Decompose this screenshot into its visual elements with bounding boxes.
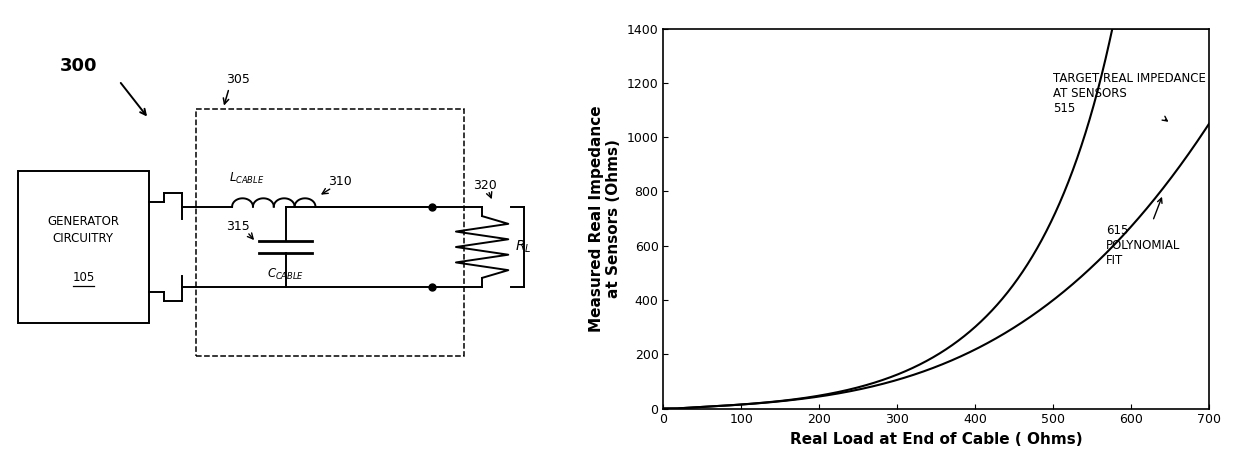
Text: 310: 310	[329, 175, 352, 188]
Text: 305: 305	[226, 73, 250, 86]
Text: GENERATOR
CIRCUITRY: GENERATOR CIRCUITRY	[47, 215, 119, 246]
Text: 320: 320	[474, 179, 497, 191]
Text: $L_{CABLE}$: $L_{CABLE}$	[229, 171, 264, 186]
Text: 315: 315	[226, 220, 250, 233]
Bar	[196, 109, 464, 356]
Y-axis label: Measured Real Impedance
at Sensors (Ohms): Measured Real Impedance at Sensors (Ohms…	[589, 105, 621, 332]
Bar	[17, 171, 149, 323]
Text: $R_L$: $R_L$	[516, 239, 532, 255]
Text: TARGET REAL IMPEDANCE
AT SENSORS
515: TARGET REAL IMPEDANCE AT SENSORS 515	[1053, 72, 1207, 121]
Text: 615
POLYNOMIAL
FIT: 615 POLYNOMIAL FIT	[1106, 198, 1180, 267]
Text: 300: 300	[60, 57, 97, 75]
Text: 105: 105	[72, 271, 94, 285]
X-axis label: Real Load at End of Cable ( Ohms): Real Load at End of Cable ( Ohms)	[790, 432, 1083, 447]
Text: $C_{CABLE}$: $C_{CABLE}$	[267, 267, 304, 282]
